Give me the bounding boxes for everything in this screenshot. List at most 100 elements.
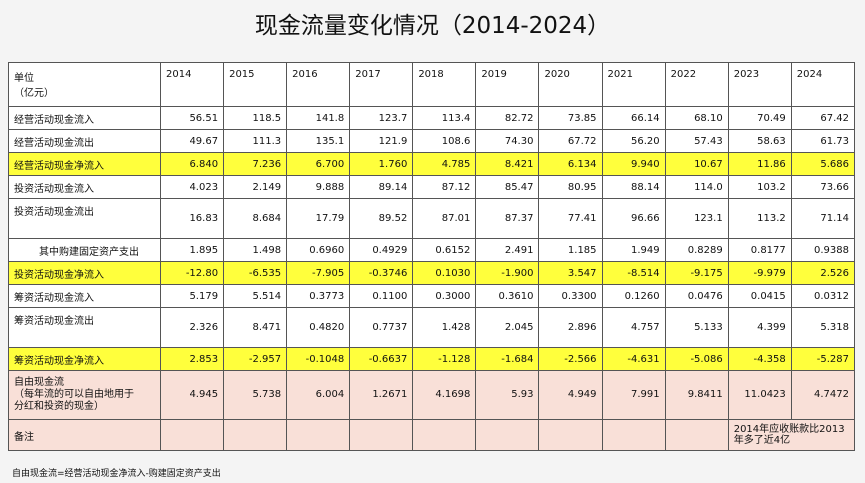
value-cell: 56.51 xyxy=(159,106,225,130)
value-cell: 5.133 xyxy=(664,307,729,348)
value-cell: 0.1030 xyxy=(412,261,477,285)
value-cell: 0.0476 xyxy=(664,284,729,308)
value-cell: 0.0415 xyxy=(727,284,792,308)
data-row: 自由现金流 （每年流的可以自由地用于 分红和投资的现金） 4.945 5.738 6.… xyxy=(8,370,856,420)
value-cell: 2.853 xyxy=(159,347,225,371)
empty-cell xyxy=(538,419,603,451)
value-cell: 73.66 xyxy=(790,175,856,199)
remark-note: 2014年应收账款比2013年多了近4亿 xyxy=(727,419,856,451)
value-cell: 1.895 xyxy=(159,238,225,262)
value-cell: 68.10 xyxy=(664,106,729,130)
data-row: 经营活动现金净流入 6.840 7.236 6.700 1.760 4.785 8.421 6… xyxy=(8,152,856,176)
value-cell: 118.5 xyxy=(223,106,288,130)
value-cell: -6.535 xyxy=(223,261,288,285)
value-cell: 8.421 xyxy=(475,152,540,176)
value-cell: 2.045 xyxy=(475,307,540,348)
value-cell: 16.83 xyxy=(159,198,225,239)
value-cell: -4.631 xyxy=(601,347,666,371)
value-cell: -9.979 xyxy=(727,261,792,285)
value-cell: 85.47 xyxy=(475,175,540,199)
value-cell: 0.1100 xyxy=(349,284,414,308)
year-header: 2023 xyxy=(727,62,792,107)
year-header: 2014 xyxy=(159,62,225,107)
value-cell: 5.179 xyxy=(159,284,225,308)
value-cell: 5.686 xyxy=(790,152,856,176)
year-header: 2022 xyxy=(664,62,729,107)
footnote: 自由现金流=经营活动现金净流入-购建固定资产支出 xyxy=(12,469,221,479)
value-cell: 9.888 xyxy=(286,175,351,199)
value-cell: 4.757 xyxy=(601,307,666,348)
value-cell: 0.4929 xyxy=(349,238,414,262)
data-row: 筹资活动现金流出 2.326 8.471 0.4820 0.7737 1.428 2.045… xyxy=(8,307,856,348)
value-cell: 6.004 xyxy=(286,370,351,420)
value-cell: 61.73 xyxy=(790,129,856,153)
empty-cell xyxy=(475,419,540,451)
row-label: 备注 xyxy=(8,419,161,451)
value-cell: 4.785 xyxy=(412,152,477,176)
value-cell: 9.940 xyxy=(601,152,666,176)
value-cell: -9.175 xyxy=(664,261,729,285)
value-cell: 0.3773 xyxy=(286,284,351,308)
data-row: 筹资活动现金流入 5.179 5.514 0.3773 0.1100 0.3000 0.36… xyxy=(8,284,856,308)
value-cell: 56.20 xyxy=(601,129,666,153)
cashflow-table: 单位 （亿元） 2014 2015 2016 2017 2018 2019 2020 2021 2… xyxy=(8,62,856,451)
value-cell: 1.498 xyxy=(223,238,288,262)
value-cell: -5.287 xyxy=(790,347,856,371)
year-header: 2017 xyxy=(349,62,414,107)
value-cell: 0.6960 xyxy=(286,238,351,262)
value-cell: 0.6152 xyxy=(412,238,477,262)
value-cell: 87.01 xyxy=(412,198,477,239)
empty-cell xyxy=(412,419,477,451)
value-cell: 11.86 xyxy=(727,152,792,176)
value-cell: 9.8411 xyxy=(664,370,729,420)
empty-cell xyxy=(286,419,351,451)
value-cell: 80.95 xyxy=(538,175,603,199)
row-label: 投资活动现金净流入 xyxy=(8,261,161,285)
value-cell: 111.3 xyxy=(223,129,288,153)
value-cell: 0.3610 xyxy=(475,284,540,308)
value-cell: 123.7 xyxy=(349,106,414,130)
empty-cell xyxy=(159,419,225,451)
year-header: 2015 xyxy=(223,62,288,107)
value-cell: 0.4820 xyxy=(286,307,351,348)
title: 现金流量变化情况（2014-2024） xyxy=(254,13,611,39)
value-cell: 89.52 xyxy=(349,198,414,239)
row-label: 投资活动现金流入 xyxy=(8,175,161,199)
value-cell: 6.700 xyxy=(286,152,351,176)
value-cell: 1.949 xyxy=(601,238,666,262)
value-cell: 5.738 xyxy=(223,370,288,420)
empty-cell xyxy=(349,419,414,451)
value-cell: -4.358 xyxy=(727,347,792,371)
empty-cell xyxy=(664,419,729,451)
value-cell: 2.491 xyxy=(475,238,540,262)
value-cell: 5.514 xyxy=(223,284,288,308)
value-cell: 89.14 xyxy=(349,175,414,199)
data-row: 经营活动现金流入 56.51 118.5 141.8 123.7 113.4 82.72 73… xyxy=(8,106,856,130)
value-cell: 1.185 xyxy=(538,238,603,262)
value-cell: -8.514 xyxy=(601,261,666,285)
value-cell: 0.8177 xyxy=(727,238,792,262)
row-label: 其中购建固定资产支出 xyxy=(8,238,161,262)
value-cell: 0.8289 xyxy=(664,238,729,262)
value-cell: 1.428 xyxy=(412,307,477,348)
value-cell: 4.1698 xyxy=(412,370,477,420)
value-cell: 4.399 xyxy=(727,307,792,348)
data-row: 筹资活动现金净流入 2.853 -2.957 -0.1048 -0.6637 -1.128… xyxy=(8,347,856,371)
value-cell: 0.7737 xyxy=(349,307,414,348)
empty-cell xyxy=(601,419,666,451)
value-cell: 87.12 xyxy=(412,175,477,199)
value-cell: 70.49 xyxy=(727,106,792,130)
row-label: 投资活动现金流出 xyxy=(8,198,161,239)
value-cell: 2.526 xyxy=(790,261,856,285)
value-cell: 1.760 xyxy=(349,152,414,176)
value-cell: 5.93 xyxy=(475,370,540,420)
header-row: 单位 （亿元） 2014 2015 2016 2017 2018 2019 2020 2021 2… xyxy=(8,62,856,107)
value-cell: 0.9388 xyxy=(790,238,856,262)
value-cell: 4.945 xyxy=(159,370,225,420)
value-cell: -1.684 xyxy=(475,347,540,371)
value-cell: -0.3746 xyxy=(349,261,414,285)
year-header: 2021 xyxy=(601,62,666,107)
value-cell: 7.991 xyxy=(601,370,666,420)
value-cell: 67.72 xyxy=(538,129,603,153)
value-cell: -12.80 xyxy=(159,261,225,285)
